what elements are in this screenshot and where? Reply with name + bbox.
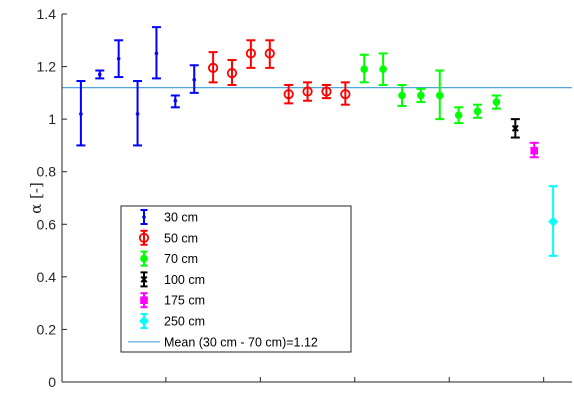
- series-layer: [76, 26, 559, 257]
- legend-marker-5: [139, 316, 149, 326]
- legend-label-4: 175 cm: [164, 294, 205, 308]
- legend-label-3: 100 cm: [164, 273, 205, 287]
- series-1: [208, 39, 351, 106]
- legend-entry-0: 30 cm: [140, 209, 198, 225]
- errorbar-s1-p3: [265, 39, 275, 69]
- series-5: [548, 185, 559, 257]
- errorbar-s1-p0: [208, 51, 218, 84]
- point-s0-p6: [192, 77, 197, 82]
- y-tick-layer: 0 0.2 0.4 0.6 0.8 1 1.2 1.4: [37, 6, 67, 390]
- point-s1-p0: [208, 62, 219, 73]
- legend-entry-2: 70 cm: [140, 250, 198, 267]
- legend-marker-2: [140, 254, 148, 263]
- axes-layer: [61, 14, 572, 383]
- point-s0-p5: [173, 98, 178, 103]
- y-tick-label-7: 1.4: [37, 6, 57, 22]
- legend-marker-3: [140, 275, 148, 283]
- point-s1-p1: [226, 68, 238, 79]
- point-s1-p6: [321, 86, 332, 97]
- legend-marker-1: [138, 232, 150, 243]
- legend-marker-0: [142, 215, 146, 219]
- point-s0-p4: [154, 51, 159, 56]
- point-s1-p7: [340, 89, 351, 100]
- y-tick-label-2: 0.4: [37, 269, 57, 285]
- point-s2-p4: [435, 91, 444, 100]
- y-tick-label-6: 1.2: [37, 59, 57, 75]
- point-s1-p4: [283, 89, 294, 100]
- series-0: [76, 26, 199, 147]
- errorbar-s1-p4: [284, 83, 294, 105]
- errorbar-s1-p1: [227, 59, 237, 86]
- point-s0-p3: [135, 112, 140, 116]
- legend-label-0: 30 cm: [164, 211, 198, 225]
- y-axis-label: α [-]: [27, 182, 45, 214]
- point-s2-p1: [379, 65, 387, 73]
- legend-entry-5: 250 cm: [139, 313, 205, 329]
- legend-label-5: 250 cm: [164, 315, 205, 329]
- legend-items: 30 cm 50 cm 70 cm 100 cm 175 cm 250 cm Mean (3…: [128, 209, 318, 349]
- point-s0-p0: [79, 112, 83, 116]
- point-s2-p5: [454, 111, 463, 119]
- y-tick-label-5: 1: [48, 111, 56, 127]
- series-4: [529, 141, 539, 159]
- legend-entry-mean: Mean (30 cm - 70 cm)=1.12: [128, 335, 318, 349]
- y-tick-label-3: 0.6: [37, 216, 57, 232]
- series-2: [359, 52, 501, 125]
- point-s3-p0: [511, 124, 519, 132]
- series-3: [510, 118, 520, 139]
- point-s0-p1: [97, 72, 102, 77]
- y-tick-label-0: 0: [48, 374, 56, 390]
- plot-area: 0 0.2 0.4 0.6 0.8 1 1.2 1.4: [37, 6, 572, 390]
- legend-entry-1: 50 cm: [138, 229, 198, 246]
- point-s2-p0: [360, 65, 369, 73]
- legend: 30 cm 50 cm 70 cm 100 cm 175 cm 250 cm Mean (3…: [120, 205, 352, 353]
- legend-entry-4: 175 cm: [140, 292, 205, 309]
- point-s2-p7: [492, 98, 501, 106]
- legend-label-2: 70 cm: [164, 252, 198, 266]
- point-s2-p3: [417, 91, 425, 100]
- point-s2-p2: [398, 91, 406, 100]
- point-s1-p5: [302, 86, 313, 97]
- errorbar-s1-p7: [340, 81, 350, 106]
- legend-box: [120, 205, 352, 353]
- point-s5-p0: [548, 216, 559, 227]
- legend-label-mean: Mean (30 cm - 70 cm)=1.12: [164, 335, 318, 349]
- errorbar-s1-p2: [246, 39, 256, 69]
- point-s1-p3: [264, 48, 275, 59]
- legend-marker-4: [140, 296, 148, 304]
- legend-entry-3: 100 cm: [140, 271, 205, 288]
- y-tick-label-1: 0.2: [37, 321, 57, 337]
- y-tick-label-4: 0.8: [37, 164, 57, 180]
- point-s4-p0: [530, 146, 539, 155]
- errorbar-s1-p5: [303, 81, 313, 102]
- point-s1-p2: [245, 48, 256, 59]
- point-s0-p2: [116, 56, 121, 61]
- point-s2-p6: [473, 107, 482, 116]
- legend-label-1: 50 cm: [164, 231, 198, 245]
